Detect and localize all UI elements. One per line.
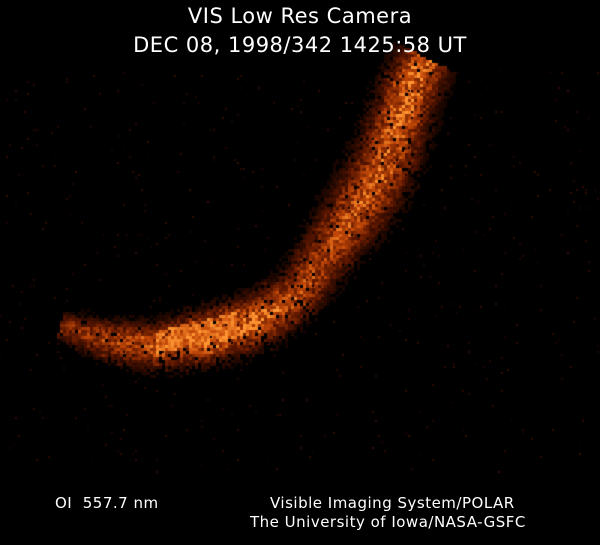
- filter-wavelength-label: OI 557.7 nm: [55, 494, 159, 512]
- credit-instrument: Visible Imaging System/POLAR: [270, 494, 515, 512]
- image-timestamp: DEC 08, 1998/342 1425:58 UT: [133, 33, 467, 57]
- credit-institution: The University of Iowa/NASA-GSFC: [250, 513, 526, 531]
- image-title: VIS Low Res Camera: [187, 4, 413, 28]
